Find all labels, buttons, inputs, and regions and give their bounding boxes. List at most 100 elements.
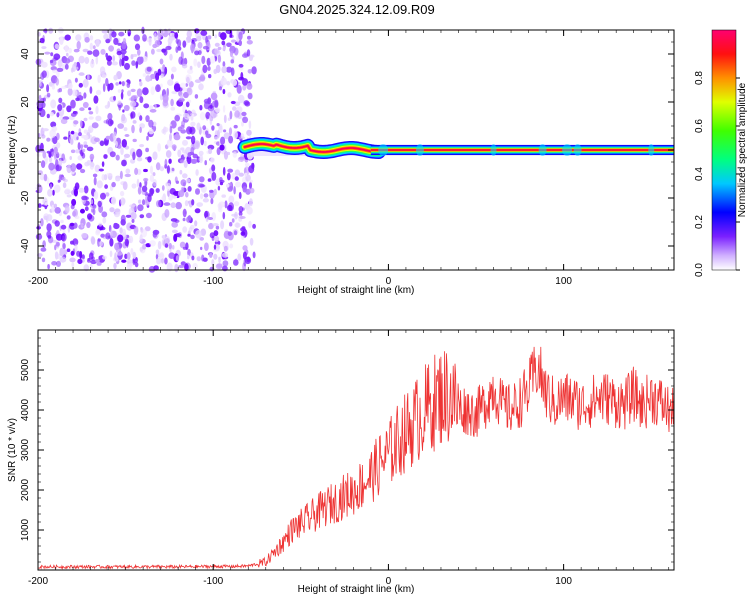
noise-cell [187, 69, 194, 75]
noise-cell [200, 193, 204, 200]
noise-cell [69, 222, 75, 227]
noise-cell [221, 65, 227, 74]
noise-cell [56, 142, 61, 149]
noise-cell [213, 244, 217, 250]
noise-cell [97, 74, 101, 84]
noise-cell [64, 63, 69, 70]
noise-cell [121, 89, 124, 93]
noise-cell [120, 91, 124, 100]
noise-cell [143, 103, 150, 109]
noise-cell [155, 84, 161, 93]
noise-cell [130, 100, 137, 107]
noise-cell [41, 46, 47, 50]
noise-cell [186, 155, 192, 165]
noise-cell [46, 92, 51, 98]
noise-cell [139, 144, 145, 148]
noise-cell [145, 75, 151, 82]
noise-cell [88, 252, 94, 260]
noise-cell [238, 191, 242, 200]
spectrogram-x-label: Height of straight line (km) [298, 285, 415, 296]
noise-cell [139, 96, 144, 104]
noise-cell [36, 153, 41, 157]
noise-cell [242, 53, 249, 58]
signal-band-layer [370, 149, 674, 151]
noise-cell [93, 176, 97, 186]
noise-cell [214, 136, 219, 140]
noise-cell [167, 189, 170, 197]
noise-cell [64, 190, 68, 195]
noise-cell [73, 222, 78, 229]
noise-cell [36, 226, 41, 230]
colorbar-frame [711, 29, 737, 271]
noise-cell [57, 59, 63, 68]
noise-cell [205, 111, 211, 119]
noise-cell [111, 181, 116, 188]
noise-cell [46, 137, 51, 142]
noise-cell [239, 216, 246, 219]
colorbar-tick-label: 0.6 [694, 119, 705, 133]
x-tick-label: 0 [386, 576, 392, 587]
noise-cell [62, 243, 66, 250]
noise-cell [169, 53, 173, 61]
noise-cell [190, 135, 196, 145]
noise-cell [196, 122, 201, 131]
noise-cell [46, 223, 52, 232]
noise-cell [226, 81, 231, 86]
noise-cell [241, 121, 244, 127]
noise-cell [205, 130, 209, 136]
noise-cell [56, 67, 64, 72]
noise-cell [211, 164, 216, 172]
noise-cell [76, 136, 79, 141]
noise-cell [92, 208, 96, 216]
noise-cell [229, 110, 233, 120]
noise-cell [229, 50, 234, 57]
noise-cell [66, 52, 69, 57]
noise-cell [214, 235, 220, 243]
noise-cell [105, 52, 108, 58]
noise-cell [61, 176, 66, 181]
y-tick-label: 20 [20, 96, 31, 108]
noise-cell [122, 228, 127, 237]
noise-cell [229, 243, 234, 249]
noise-cell [182, 208, 187, 218]
noise-cell [75, 34, 82, 42]
noise-cell [180, 159, 185, 164]
noise-cell [170, 202, 176, 209]
noise-cell [191, 255, 195, 261]
noise-cell [171, 229, 178, 234]
x-tick-label: 100 [555, 576, 572, 587]
noise-cell [248, 198, 253, 207]
noise-cell [171, 167, 175, 172]
noise-cell [220, 220, 225, 230]
noise-cell [202, 198, 209, 203]
noise-cell [119, 170, 123, 180]
noise-cell [202, 64, 208, 74]
noise-cell [48, 156, 53, 163]
noise-cell [174, 219, 180, 223]
noise-cell [46, 214, 53, 222]
noise-cell [214, 42, 220, 47]
noise-cell [127, 32, 131, 37]
noise-cell [53, 203, 58, 209]
noise-cell [121, 57, 125, 67]
noise-cell [39, 108, 46, 118]
noise-cell [194, 208, 201, 214]
noise-cell [64, 205, 70, 214]
noise-cell [182, 113, 190, 118]
noise-cell [220, 77, 227, 86]
noise-cell [43, 173, 48, 182]
noise-cell [69, 156, 72, 160]
noise-cell [246, 49, 251, 57]
noise-cell [231, 218, 235, 223]
noise-cell [134, 262, 139, 268]
noise-cell [121, 81, 125, 87]
noise-cell [168, 252, 175, 259]
noise-cell [199, 237, 204, 241]
noise-cell [66, 248, 71, 252]
signal-blip [378, 144, 389, 156]
noise-cell [138, 199, 142, 204]
colorbar-tick-label: 0.8 [694, 71, 705, 85]
noise-cell [227, 185, 233, 192]
noise-cell [86, 146, 94, 152]
noise-cell [47, 189, 53, 197]
